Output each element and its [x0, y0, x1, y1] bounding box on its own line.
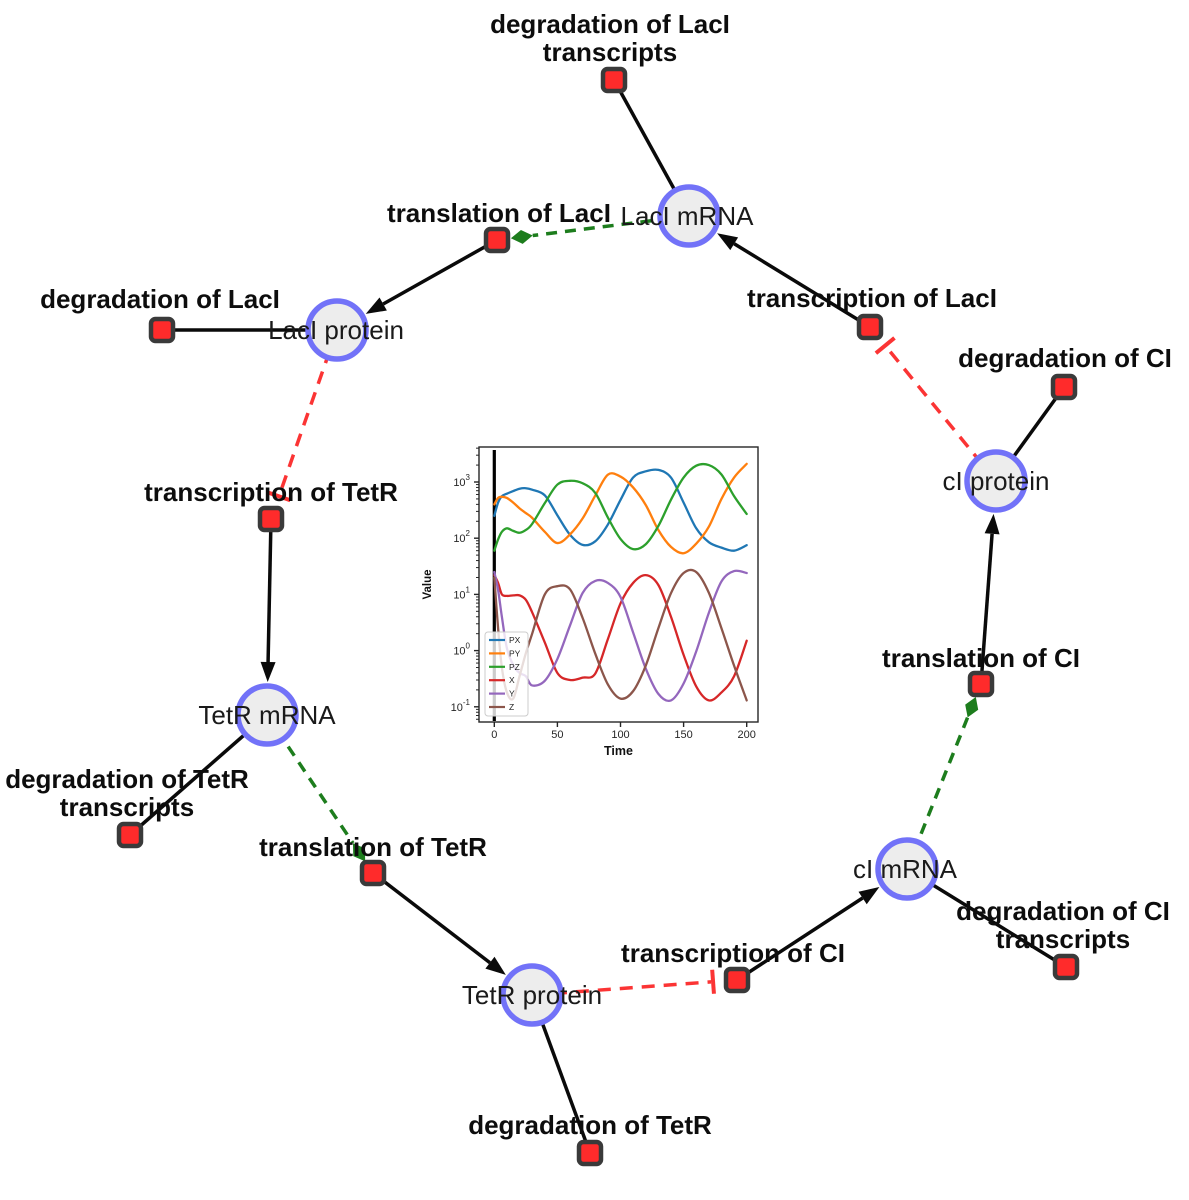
edge-tx_tetr-tetr_mrna — [266, 518, 273, 663]
reaction-label-deg_tetr-line-0: degradation of TetR — [468, 1110, 712, 1140]
edge-transl_ci-ci_protein-arrowhead — [984, 513, 1000, 535]
species-node-tetr_protein[interactable] — [500, 963, 564, 1027]
species-node-ci_protein[interactable] — [964, 449, 1028, 513]
reaction-node-deg_laci[interactable] — [148, 316, 176, 344]
reaction-node-transl_tetr[interactable] — [359, 859, 387, 887]
edge-tx_laci-laci_mrna-arrowhead — [717, 233, 739, 251]
species-label-ci_mrna: cI mRNA — [853, 854, 958, 884]
edge-tetr_mrna-transl_tetr-diamond-head — [352, 843, 366, 862]
reaction-label-transl_ci-line-0: translation of CI — [882, 643, 1080, 673]
species-label-tetr_protein: TetR protein — [462, 980, 602, 1010]
reaction-label-deg_ci-line-0: degradation of CI — [958, 343, 1172, 373]
reaction-node-tx_ci[interactable] — [723, 966, 751, 994]
edge-tx_tetr-tetr_mrna-arrowhead — [260, 661, 276, 683]
reaction-label-deg_tetr_tx-line-0: degradation of TetR — [5, 764, 249, 794]
edge-tx_ci-ci_mrna-arrowhead — [858, 887, 880, 905]
edge-ci_protein-tx_laci-tbar-head — [874, 336, 896, 355]
edge-tx_laci-laci_mrna — [733, 242, 871, 329]
reaction-node-transl_ci[interactable] — [967, 670, 995, 698]
species-label-tetr_mrna: TetR mRNA — [198, 700, 336, 730]
inset-timecourse-chart — [408, 424, 780, 772]
reaction-label-tx_ci-line-0: transcription of CI — [621, 938, 845, 968]
edge-laci_protein-tx_tetr-tbar-head — [266, 490, 291, 503]
nodes-layer — [116, 66, 1080, 1167]
species-label-laci_mrna: LacI mRNA — [621, 201, 755, 231]
species-node-tetr_mrna[interactable] — [235, 683, 299, 747]
species-node-laci_protein[interactable] — [305, 298, 369, 362]
edge-transl_laci-laci_protein-arrowhead — [365, 297, 387, 314]
reaction-node-deg_tetr_tx[interactable] — [116, 821, 144, 849]
reaction-label-deg_ci_tx-line-0: degradation of CI — [956, 896, 1170, 926]
reaction-label-deg_laci_tx-line-0: degradation of LacI — [490, 9, 730, 39]
reaction-label-tx_tetr-line-0: transcription of TetR — [144, 477, 398, 507]
reaction-label-deg_ci_tx-line-1: transcripts — [996, 924, 1130, 954]
edge-transl_ci-ci_protein — [979, 533, 994, 685]
reaction-node-tx_tetr[interactable] — [257, 505, 285, 533]
reaction-label-deg_laci-line-0: degradation of LacI — [40, 284, 280, 314]
reaction-node-deg_tetr[interactable] — [576, 1139, 604, 1167]
species-node-laci_mrna[interactable] — [657, 184, 721, 248]
edge-transl_tetr-tetr_protein-arrowhead — [485, 956, 506, 975]
reaction-node-deg_ci_tx[interactable] — [1052, 953, 1080, 981]
species-node-ci_mrna[interactable] — [875, 837, 939, 901]
reaction-node-transl_laci[interactable] — [483, 226, 511, 254]
reaction-label-deg_tetr_tx-line-1: transcripts — [60, 792, 194, 822]
edge-laci_mrna-transl_laci-diamond-head — [510, 229, 533, 244]
reaction-node-tx_laci[interactable] — [856, 313, 884, 341]
reaction-label-transl_laci-line-0: translation of LacI — [387, 198, 611, 228]
edge-transl_tetr-tetr_protein — [371, 871, 492, 965]
reaction-node-deg_laci_tx[interactable] — [600, 66, 628, 94]
labels-layer: degradation of LacItranscriptstranslatio… — [5, 9, 1172, 1140]
edge-tx_ci-ci_mrna — [736, 896, 864, 982]
reaction-label-tx_laci-line-0: transcription of LacI — [747, 283, 997, 313]
reaction-label-transl_tetr-line-0: translation of TetR — [259, 832, 487, 862]
reaction-label-deg_laci_tx-line-1: transcripts — [543, 37, 677, 67]
species-label-laci_protein: LacI protein — [268, 315, 404, 345]
species-label-ci_protein: cI protein — [943, 466, 1050, 496]
edge-ci_mrna-transl_ci-diamond-head — [965, 696, 979, 718]
edge-tetr_protein-tx_ci-tbar-head — [710, 969, 716, 994]
reaction-node-deg_ci[interactable] — [1050, 373, 1078, 401]
edge-transl_laci-laci_protein — [382, 238, 498, 306]
